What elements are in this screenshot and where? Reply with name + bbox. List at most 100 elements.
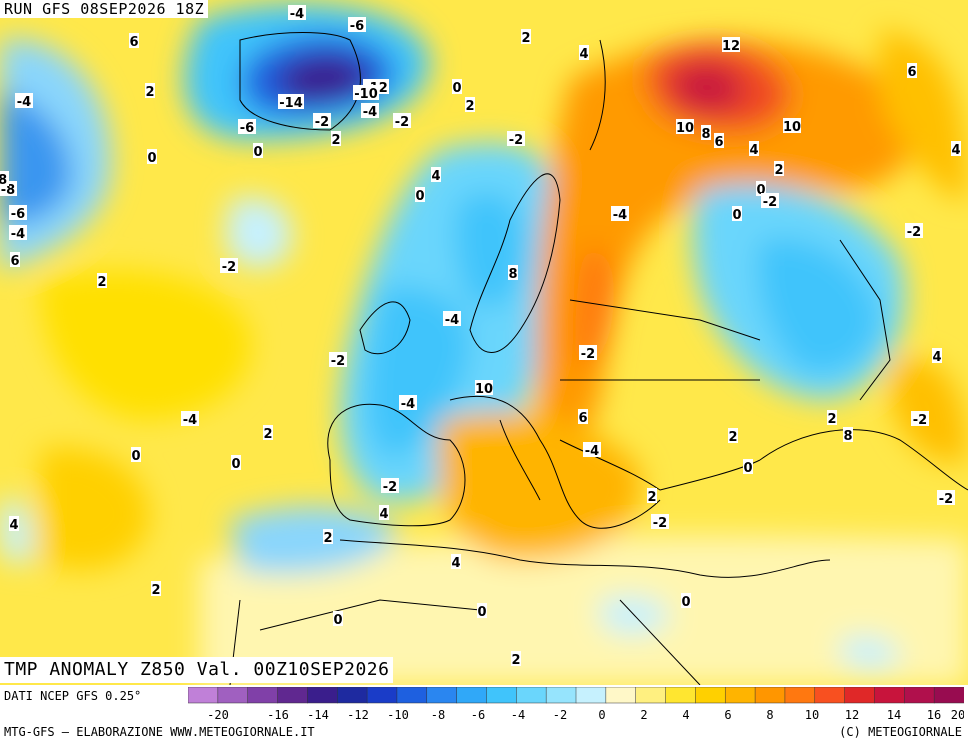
svg-text:0: 0 <box>756 183 765 198</box>
contour-label: -2 <box>381 478 399 495</box>
svg-text:-4: -4 <box>183 413 197 428</box>
contour-label: 2 <box>323 529 333 546</box>
contour-label: -4 <box>583 442 601 459</box>
contour-label: 12 <box>722 37 740 54</box>
contour-label: 2 <box>511 651 521 668</box>
legend-swatch <box>754 687 786 704</box>
svg-text:0: 0 <box>477 605 486 620</box>
contour-label: 2 <box>97 273 107 290</box>
svg-text:-4: -4 <box>363 105 377 120</box>
contour-label: 2 <box>145 83 155 100</box>
contour-label: 2 <box>827 410 837 427</box>
contour-label: 6 <box>907 63 917 80</box>
svg-text:4: 4 <box>749 143 758 158</box>
legend-tick-label: -14 <box>307 708 329 722</box>
contour-label: 0 <box>253 143 263 160</box>
svg-text:-6: -6 <box>350 19 364 34</box>
svg-text:4: 4 <box>379 507 388 522</box>
contour-label: 2 <box>728 428 738 445</box>
legend-tick-label: -20 <box>207 708 229 722</box>
legend-tick-label: 6 <box>724 708 731 722</box>
contour-label: -6 <box>238 119 256 136</box>
svg-text:-2: -2 <box>315 115 329 130</box>
legend-swatch <box>575 687 607 704</box>
contour-label: -2 <box>329 352 347 369</box>
svg-text:-2: -2 <box>222 260 236 275</box>
contour-label: 2 <box>331 131 341 148</box>
legend-swatch <box>784 687 816 704</box>
contour-label: 0 <box>231 455 241 472</box>
legend-tick-label: 4 <box>682 708 689 722</box>
legend-swatch <box>396 687 428 704</box>
contour-label: 4 <box>9 516 19 533</box>
contour-label: -2 <box>313 113 331 130</box>
contour-label: -2 <box>905 223 923 240</box>
svg-text:2: 2 <box>521 31 530 46</box>
contour-label: 2 <box>647 488 657 505</box>
contour-label: 4 <box>451 554 461 571</box>
contour-label: 10 <box>475 380 493 397</box>
contour-label: 8 <box>843 427 853 444</box>
contour-label: -2 <box>761 193 779 210</box>
legend-tick-label: -8 <box>431 708 445 722</box>
svg-text:2: 2 <box>97 275 106 290</box>
contour-label: -14 <box>278 94 304 111</box>
legend-tick-label: 8 <box>766 708 773 722</box>
color-legend: -20 -16 -14 -12 -10 -8 -6 -4 -2 0 2 4 6 8 10 12 14 16 20 <box>188 687 964 722</box>
svg-text:2: 2 <box>465 99 474 114</box>
svg-text:-2: -2 <box>581 347 595 362</box>
svg-text:0: 0 <box>415 189 424 204</box>
legend-tick-label: -6 <box>471 708 485 722</box>
contour-label: -4 <box>361 103 379 120</box>
contour-label: 8 <box>508 265 518 282</box>
svg-text:0: 0 <box>452 81 461 96</box>
legend-tick-label: 14 <box>887 708 901 722</box>
svg-text:-2: -2 <box>383 480 397 495</box>
legend-tick-label: 0 <box>598 708 605 722</box>
legend-swatch <box>516 687 547 704</box>
svg-text:2: 2 <box>263 427 272 442</box>
contour-label: 0 <box>732 206 742 223</box>
contour-label: -2 <box>393 113 411 130</box>
svg-text:6: 6 <box>714 135 723 150</box>
contour-label: -4 <box>9 225 27 242</box>
svg-text:10: 10 <box>783 120 801 135</box>
legend-swatch <box>665 687 696 704</box>
contour-label: 0 <box>756 181 766 198</box>
temperature-anomaly-map: -46-62-42-12-10-140-6-8-4-2-222412600-21… <box>0 0 968 685</box>
legend-swatch <box>904 687 935 704</box>
legend-swatch <box>605 687 637 704</box>
data-source: DATI NCEP GFS 0.25° <box>4 689 142 703</box>
svg-text:-14: -14 <box>279 96 303 111</box>
contour-label: 0 <box>477 603 487 620</box>
svg-text:0: 0 <box>333 613 342 628</box>
svg-text:0: 0 <box>231 457 240 472</box>
contour-label: 4 <box>579 45 589 62</box>
contour-label: 4 <box>951 141 961 158</box>
svg-text:-4: -4 <box>11 227 25 242</box>
svg-text:6: 6 <box>907 65 916 80</box>
legend-swatch <box>336 687 368 704</box>
legend-swatch <box>277 687 308 704</box>
svg-text:2: 2 <box>145 85 154 100</box>
svg-text:4: 4 <box>451 556 460 571</box>
legend-swatch <box>545 687 577 704</box>
contour-label: -2 <box>579 345 597 362</box>
svg-text:2: 2 <box>647 490 656 505</box>
legend-swatch <box>933 687 964 704</box>
legend-tick-label: 12 <box>845 708 859 722</box>
contour-label: -4 <box>399 395 417 412</box>
contour-label: -6 <box>348 17 366 34</box>
legend-tick-label: -4 <box>511 708 525 722</box>
legend-swatch <box>307 687 338 704</box>
contour-label: -2 <box>507 131 525 148</box>
svg-text:0: 0 <box>147 151 156 166</box>
svg-text:-4: -4 <box>585 444 599 459</box>
svg-text:-2: -2 <box>653 516 667 531</box>
contour-label: 0 <box>131 447 141 464</box>
contour-label: -2 <box>651 514 669 531</box>
contour-label: -4 <box>15 93 33 110</box>
legend-swatch <box>217 687 249 704</box>
legend-swatch <box>366 687 398 704</box>
legend-swatch <box>188 687 219 704</box>
